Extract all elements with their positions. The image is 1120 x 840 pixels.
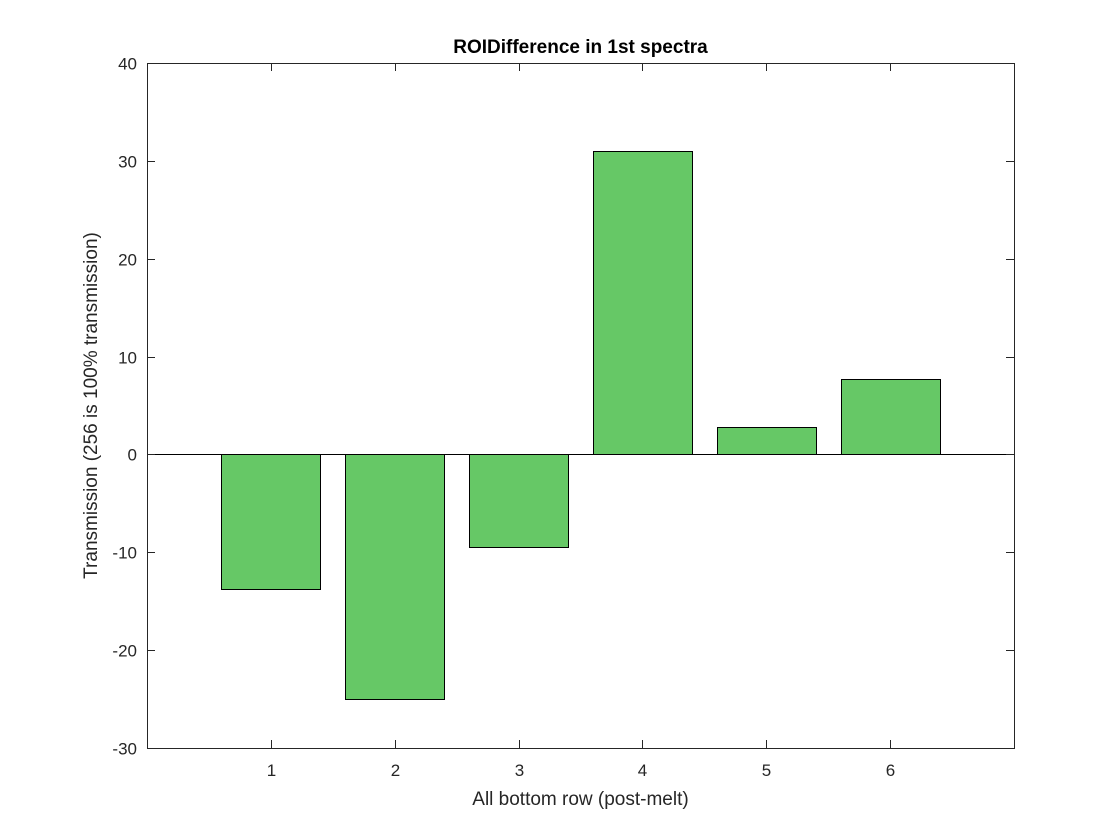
x-tick-label: 1 (267, 761, 276, 780)
x-tick-label: 2 (391, 761, 400, 780)
bar-1 (221, 454, 321, 590)
x-tick-label: 3 (515, 761, 524, 780)
bar-4 (593, 151, 693, 455)
chart-title: ROIDifference in 1st spectra (453, 37, 708, 58)
bar-6 (841, 379, 941, 455)
y-axis-label: Transmission (256 is 100% transmission) (81, 232, 102, 579)
plot-frame (147, 63, 1015, 749)
x-tick-label: 6 (886, 761, 895, 780)
y-tick-label: 10 (118, 349, 137, 368)
y-tick-label: 0 (128, 446, 137, 465)
y-tick-label: -20 (112, 642, 137, 661)
bars-group (221, 151, 941, 700)
y-tick-label: 20 (118, 251, 137, 270)
x-tick-label: 4 (638, 761, 647, 780)
y-tick-label: -30 (112, 740, 137, 759)
bar-3 (469, 454, 569, 548)
y-tick-label: 40 (118, 55, 137, 74)
y-tick-label: 30 (118, 153, 137, 172)
x-tick-label: 5 (762, 761, 771, 780)
x-axis-ticks: 1 2 3 4 5 6 (267, 63, 895, 780)
y-axis-ticks: -30 -20 -10 0 10 20 30 40 (112, 55, 1014, 759)
bar-2 (345, 454, 445, 700)
y-tick-label: -10 (112, 544, 137, 563)
x-axis-label: All bottom row (post-melt) (472, 789, 688, 810)
bar-5 (717, 427, 817, 455)
